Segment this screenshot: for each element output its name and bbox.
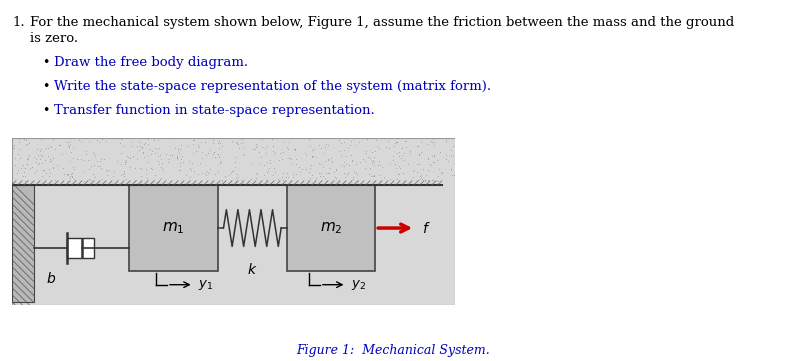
Text: Figure 1:  Mechanical System.: Figure 1: Mechanical System. [296, 344, 490, 357]
Bar [287, 185, 375, 271]
Text: $y_2$: $y_2$ [351, 278, 366, 292]
Text: •: • [42, 56, 50, 69]
Bar [12, 185, 34, 302]
Text: $y_1$: $y_1$ [198, 278, 213, 292]
Bar [130, 185, 218, 271]
Text: •: • [42, 80, 50, 93]
Text: Write the state-space representation of the system (matrix form).: Write the state-space representation of … [54, 80, 491, 93]
Text: For the mechanical system shown below, Figure 1, assume the friction between the: For the mechanical system shown below, F… [30, 16, 734, 29]
Text: $b$: $b$ [46, 271, 57, 286]
Text: •: • [42, 104, 50, 117]
Text: Draw the free body diagram.: Draw the free body diagram. [54, 56, 248, 69]
Text: $m_2$: $m_2$ [320, 220, 342, 236]
Bar [68, 238, 94, 258]
Text: $m_1$: $m_1$ [163, 220, 185, 236]
Text: Transfer function in state-space representation.: Transfer function in state-space represe… [54, 104, 375, 117]
Text: $k$: $k$ [247, 262, 258, 277]
Text: is zero.: is zero. [30, 32, 78, 45]
Text: $f$: $f$ [422, 221, 431, 235]
Text: 1.: 1. [12, 16, 24, 29]
